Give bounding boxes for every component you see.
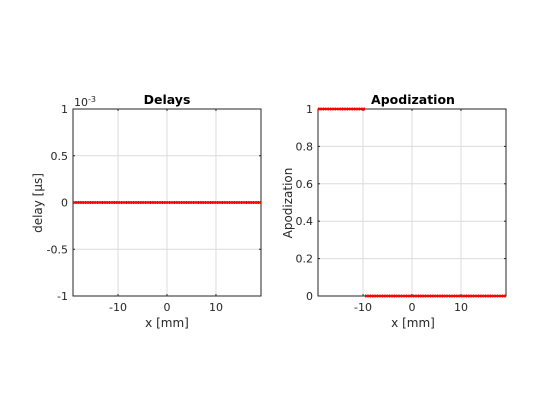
- delays-title: Delays: [144, 92, 191, 107]
- apodization-chart: Apodization Apodization x [mm] -10 0 10 0 0.…: [281, 92, 507, 330]
- apodization-y-axis-label: Apodization: [281, 168, 295, 239]
- delays-y-tick-label: 0: [61, 197, 68, 210]
- delays-x-axis-label: x [mm]: [145, 316, 189, 330]
- delays-y-tick-label: -0.5: [47, 243, 68, 256]
- apodization-y-tick-label: 1: [306, 103, 313, 116]
- apodization-x-tick-label: 0: [409, 301, 416, 314]
- apodization-y-tick-label: 0.6: [296, 178, 314, 191]
- delays-x-tick-label: 0: [164, 301, 171, 314]
- apodization-y-tick-label: 0.2: [296, 253, 314, 266]
- delays-y-tick-label: -1: [57, 290, 68, 303]
- apodization-x-axis-label: x [mm]: [391, 316, 435, 330]
- apodization-x-tick-label: 10: [454, 301, 468, 314]
- delays-x-tick-label: -10: [109, 301, 127, 314]
- delays-y-exponent: 10-3: [74, 95, 96, 109]
- delays-y-axis-label: delay [μs]: [31, 173, 45, 233]
- delays-y-tick-label: 1: [61, 103, 68, 116]
- apodization-title: Apodization: [371, 92, 455, 107]
- apodization-y-tick-label: 0: [306, 290, 313, 303]
- delays-x-tick-label: 10: [209, 301, 223, 314]
- apodization-y-tick-label: 0.8: [296, 140, 314, 153]
- delays-chart: Delays 10-3 delay [μs] x [mm] -10 0 10-1-0…: [31, 92, 262, 330]
- apodization-x-tick-label: -10: [354, 301, 372, 314]
- apodization-y-tick-label: 0.4: [296, 215, 314, 228]
- delays-y-tick-label: 0.5: [51, 150, 69, 163]
